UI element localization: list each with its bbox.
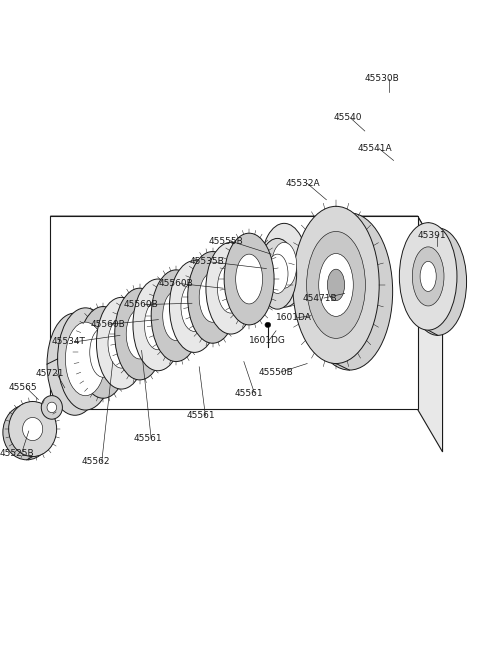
Text: 1601DA: 1601DA — [276, 313, 312, 322]
Text: 45562: 45562 — [82, 457, 110, 466]
Ellipse shape — [47, 402, 57, 413]
Text: 45560B: 45560B — [158, 279, 193, 288]
Ellipse shape — [327, 269, 345, 301]
Ellipse shape — [115, 288, 165, 380]
Ellipse shape — [293, 206, 379, 364]
Ellipse shape — [272, 242, 297, 288]
Ellipse shape — [307, 231, 365, 339]
Text: 45560B: 45560B — [90, 320, 125, 329]
Ellipse shape — [144, 300, 171, 350]
Ellipse shape — [133, 279, 183, 371]
Text: 45391: 45391 — [418, 231, 446, 240]
Text: 45525B: 45525B — [0, 449, 35, 458]
Ellipse shape — [265, 322, 271, 328]
Ellipse shape — [261, 223, 307, 307]
Ellipse shape — [41, 396, 62, 419]
Text: 45535B: 45535B — [190, 257, 224, 267]
Ellipse shape — [96, 297, 146, 389]
Text: 45541A: 45541A — [358, 144, 392, 153]
Text: 45530B: 45530B — [365, 74, 399, 83]
Ellipse shape — [206, 242, 256, 334]
Ellipse shape — [399, 223, 457, 330]
Text: 45534T: 45534T — [52, 337, 86, 346]
Text: 45471B: 45471B — [302, 293, 337, 303]
Ellipse shape — [163, 291, 190, 341]
Ellipse shape — [3, 405, 51, 460]
Text: 45561: 45561 — [186, 411, 215, 421]
Ellipse shape — [151, 270, 201, 362]
Ellipse shape — [306, 213, 393, 370]
Polygon shape — [50, 216, 443, 259]
Text: 45721: 45721 — [36, 369, 64, 378]
Ellipse shape — [217, 263, 244, 313]
Text: 45555B: 45555B — [209, 236, 243, 246]
Ellipse shape — [108, 318, 135, 368]
Ellipse shape — [47, 313, 103, 415]
Text: 45532A: 45532A — [286, 179, 320, 188]
Text: 45561: 45561 — [234, 388, 263, 398]
Ellipse shape — [258, 238, 297, 309]
Ellipse shape — [23, 417, 43, 441]
Ellipse shape — [224, 233, 274, 325]
Ellipse shape — [267, 254, 288, 293]
Ellipse shape — [58, 308, 113, 410]
Text: 45560B: 45560B — [124, 300, 158, 309]
Ellipse shape — [420, 261, 436, 291]
Ellipse shape — [325, 248, 373, 335]
Ellipse shape — [188, 252, 238, 343]
Text: 45565: 45565 — [9, 383, 37, 392]
Ellipse shape — [65, 322, 106, 396]
Ellipse shape — [78, 307, 128, 398]
Ellipse shape — [412, 247, 444, 306]
Ellipse shape — [409, 228, 467, 335]
Ellipse shape — [126, 309, 153, 359]
Ellipse shape — [181, 282, 208, 331]
Polygon shape — [50, 216, 418, 409]
Ellipse shape — [9, 402, 57, 457]
Polygon shape — [418, 216, 443, 452]
Ellipse shape — [90, 328, 117, 377]
Text: 45550B: 45550B — [258, 367, 293, 377]
Ellipse shape — [319, 253, 353, 316]
Ellipse shape — [199, 272, 226, 322]
Ellipse shape — [236, 254, 263, 304]
Ellipse shape — [169, 261, 219, 352]
Text: 45540: 45540 — [334, 113, 362, 122]
Text: 1601DG: 1601DG — [249, 336, 286, 345]
Text: 45561: 45561 — [133, 434, 162, 443]
